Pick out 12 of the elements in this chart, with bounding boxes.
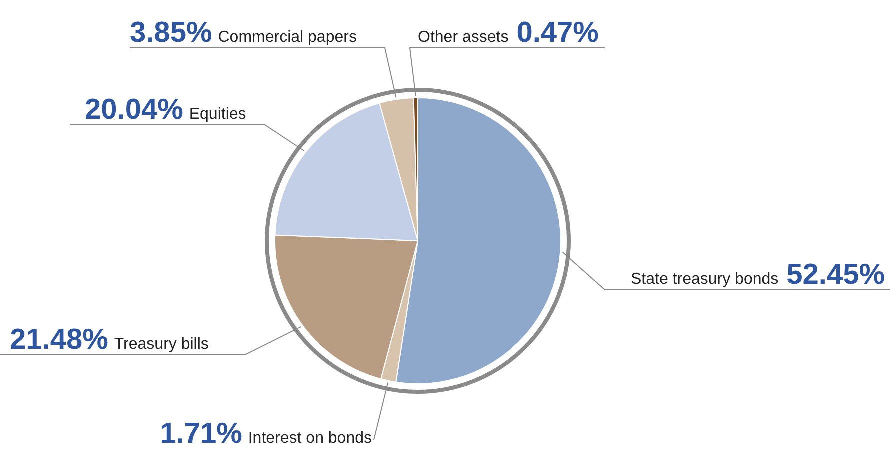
slice-label: Interest on bonds [248,430,372,447]
slice-label: Treasury bills [114,336,209,353]
data-label: 1.71% [160,418,243,450]
slice-label: Equities [189,106,246,123]
slice-label: Commercial papers [218,29,357,46]
data-label: 52.45% [786,259,886,291]
data-label: 20.04% [85,94,184,126]
data-label: 0.47% [516,17,600,49]
slice-label: Other assets [418,29,509,46]
data-label: 3.85% [130,17,212,49]
data-label: 21.48% [10,324,109,356]
slice-label: State treasury bonds [631,271,779,288]
